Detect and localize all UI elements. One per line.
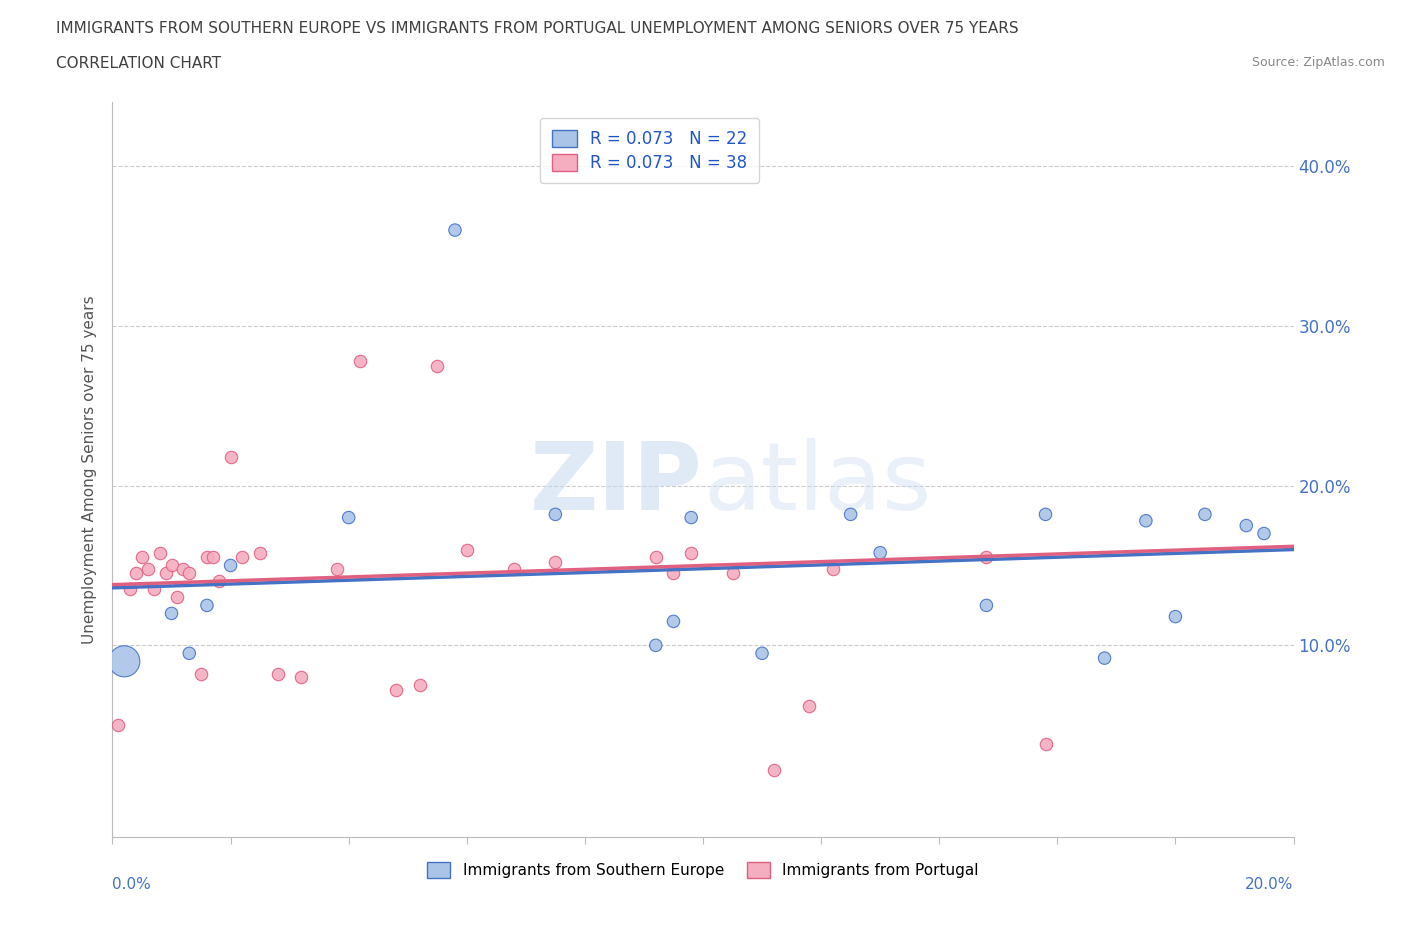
Point: [644, 550, 666, 565]
Text: Source: ZipAtlas.com: Source: ZipAtlas.com: [1251, 56, 1385, 69]
Point: [644, 638, 666, 653]
Point: [136, 561, 159, 576]
Point: [219, 558, 242, 573]
Point: [201, 550, 224, 565]
Point: [1164, 609, 1187, 624]
Point: [1253, 526, 1275, 541]
Text: CORRELATION CHART: CORRELATION CHART: [56, 56, 221, 71]
Point: [179, 566, 201, 581]
Point: [662, 614, 685, 629]
Point: [751, 646, 773, 661]
Point: [1194, 507, 1216, 522]
Point: [976, 550, 998, 565]
Text: 0.0%: 0.0%: [112, 877, 152, 893]
Point: [149, 545, 172, 560]
Point: [839, 507, 862, 522]
Point: [1035, 507, 1057, 522]
Point: [190, 667, 212, 682]
Point: [408, 678, 430, 693]
Point: [544, 507, 567, 522]
Point: [821, 561, 844, 576]
Point: [112, 654, 135, 669]
Point: [179, 646, 201, 661]
Point: [1035, 737, 1057, 751]
Point: [721, 566, 744, 581]
Text: atlas: atlas: [703, 438, 931, 530]
Point: [160, 558, 183, 573]
Point: [1234, 518, 1257, 533]
Point: [125, 566, 148, 581]
Point: [681, 545, 703, 560]
Text: IMMIGRANTS FROM SOUTHERN EUROPE VS IMMIGRANTS FROM PORTUGAL UNEMPLOYMENT AMONG S: IMMIGRANTS FROM SOUTHERN EUROPE VS IMMIG…: [56, 21, 1019, 36]
Point: [456, 542, 478, 557]
Point: [249, 545, 271, 560]
Point: [337, 511, 360, 525]
Point: [172, 561, 194, 576]
Point: [799, 698, 821, 713]
Point: [267, 667, 290, 682]
Point: [503, 561, 526, 576]
Point: [131, 550, 153, 565]
Y-axis label: Unemployment Among Seniors over 75 years: Unemployment Among Seniors over 75 years: [82, 296, 97, 644]
Point: [208, 574, 231, 589]
Point: [544, 555, 567, 570]
Point: [166, 590, 188, 604]
Point: [231, 550, 253, 565]
Legend: Immigrants from Southern Europe, Immigrants from Portugal: Immigrants from Southern Europe, Immigra…: [422, 857, 984, 884]
Point: [762, 763, 785, 777]
Point: [869, 545, 891, 560]
Point: [142, 582, 165, 597]
Point: [662, 566, 685, 581]
Point: [976, 598, 998, 613]
Point: [385, 683, 408, 698]
Point: [1135, 513, 1157, 528]
Point: [444, 222, 467, 237]
Point: [1094, 651, 1116, 666]
Point: [349, 353, 371, 368]
Point: [290, 670, 312, 684]
Point: [219, 449, 242, 464]
Point: [160, 606, 183, 621]
Point: [326, 561, 349, 576]
Point: [195, 598, 218, 613]
Point: [155, 566, 177, 581]
Point: [195, 550, 218, 565]
Point: [120, 582, 142, 597]
Point: [681, 511, 703, 525]
Point: [107, 718, 129, 733]
Text: 20.0%: 20.0%: [1246, 877, 1294, 893]
Text: ZIP: ZIP: [530, 438, 703, 530]
Point: [426, 358, 449, 373]
